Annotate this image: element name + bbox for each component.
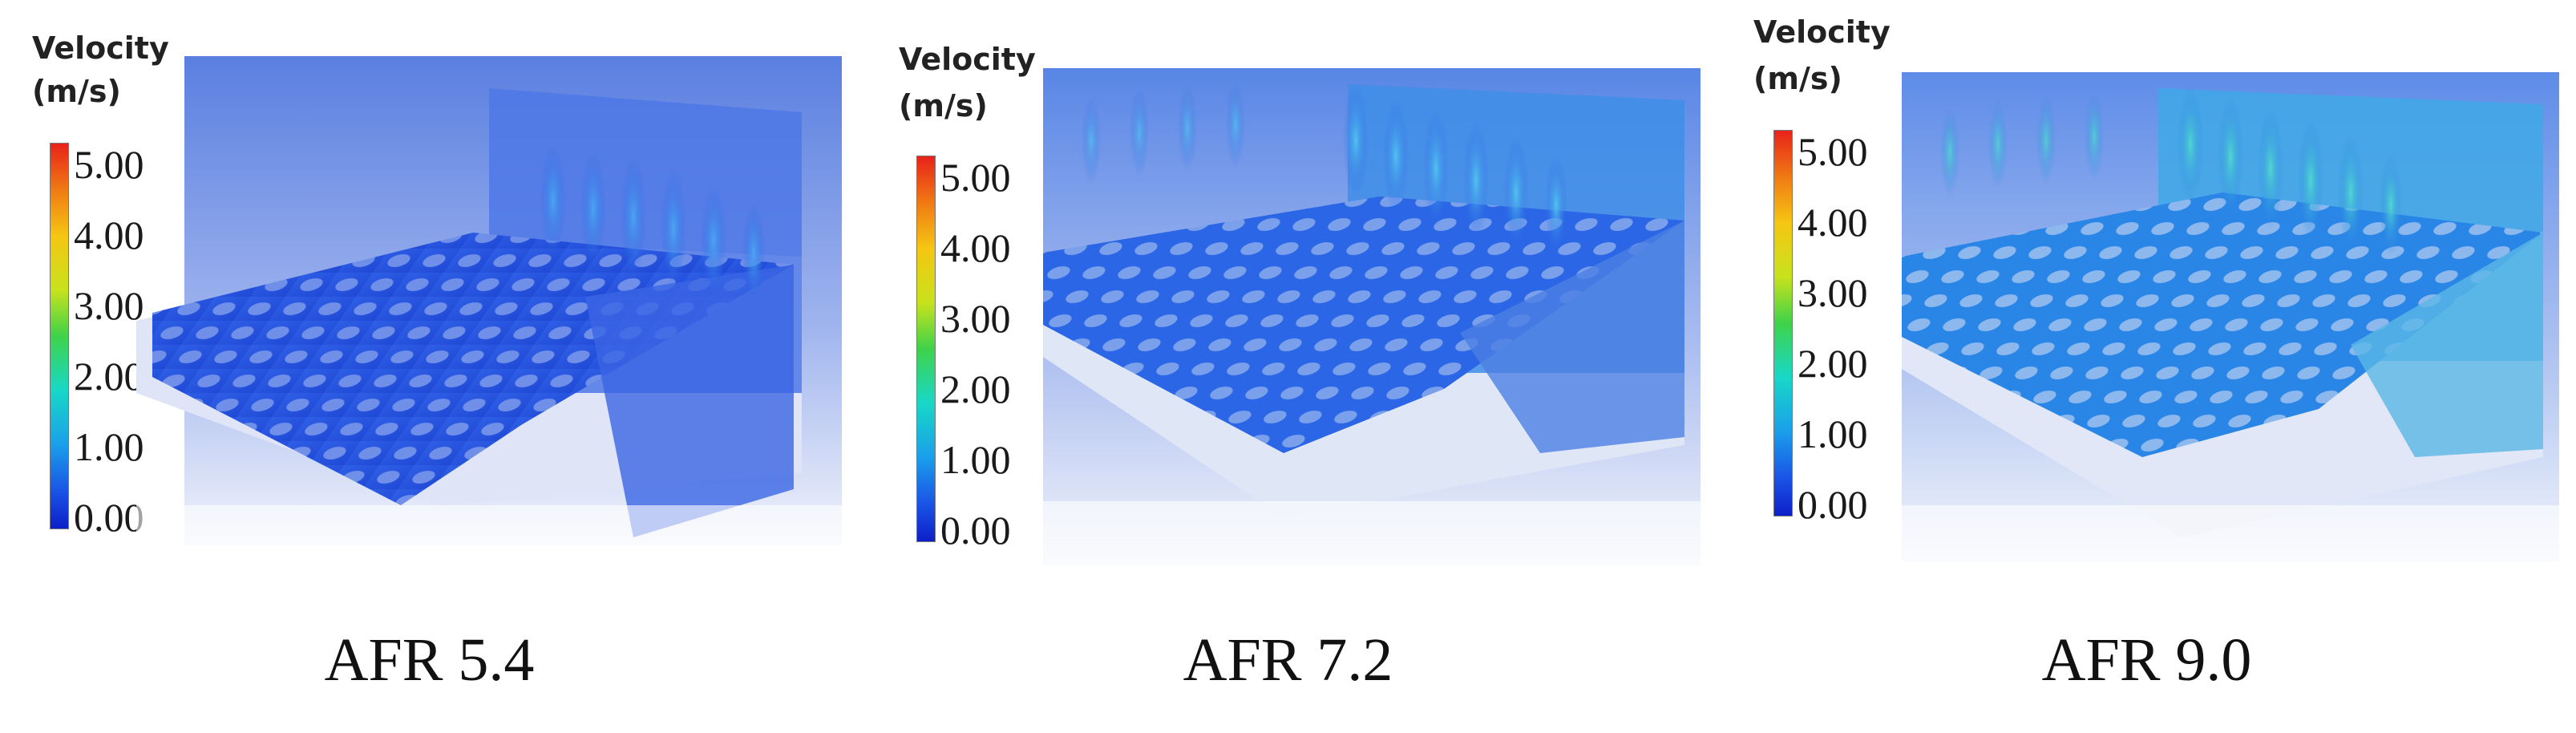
panel-caption: AFR 5.4	[324, 626, 535, 694]
tick-label: 2.00	[940, 366, 1011, 411]
tick-label: 1.00	[940, 437, 1011, 482]
panel-afr-5-4: Velocity (m/s) 5.00 4.00 3.00 2.00 1.00 …	[0, 0, 859, 733]
legend-unit: (m/s)	[32, 74, 121, 109]
legend-title: Velocity	[899, 42, 1036, 77]
velocity-field-image	[1043, 68, 1700, 577]
tick-label: 2.00	[74, 354, 144, 399]
legend-unit: (m/s)	[899, 88, 988, 124]
tick-label: 5.00	[940, 155, 1011, 200]
velocity-colorbar	[1773, 130, 1793, 516]
tick-label: 4.00	[74, 213, 144, 257]
velocity-field-image	[1902, 72, 2559, 577]
tick-label: 5.00	[1798, 129, 1868, 174]
panel-afr-7-2: Velocity (m/s) 5.00 4.00 3.00 2.00 1.00 …	[859, 0, 1717, 733]
panel-caption: AFR 7.2	[1183, 626, 1393, 694]
tick-label: 0.00	[940, 508, 1011, 553]
panel-caption: AFR 9.0	[2041, 626, 2252, 694]
tick-label: 5.00	[74, 142, 144, 187]
legend-unit: (m/s)	[1753, 61, 1842, 96]
legend-title: Velocity	[32, 30, 169, 66]
tick-label: 4.00	[1798, 200, 1868, 245]
tick-label: 2.00	[1798, 341, 1868, 386]
panel-afr-9-0: Velocity (m/s) 5.00 4.00 3.00 2.00 1.00 …	[1717, 0, 2576, 733]
tick-label: 3.00	[74, 283, 144, 328]
tick-label: 3.00	[1798, 270, 1868, 315]
velocity-colorbar	[50, 143, 69, 529]
legend-title: Velocity	[1753, 14, 1891, 50]
tick-label: 4.00	[940, 225, 1011, 270]
tick-label: 0.00	[1798, 482, 1868, 527]
tick-label: 0.00	[74, 495, 144, 540]
tick-label: 1.00	[74, 424, 144, 469]
tick-label: 3.00	[940, 296, 1011, 341]
tick-label: 1.00	[1798, 411, 1868, 456]
velocity-field-image	[136, 56, 842, 585]
velocity-colorbar	[916, 156, 936, 542]
